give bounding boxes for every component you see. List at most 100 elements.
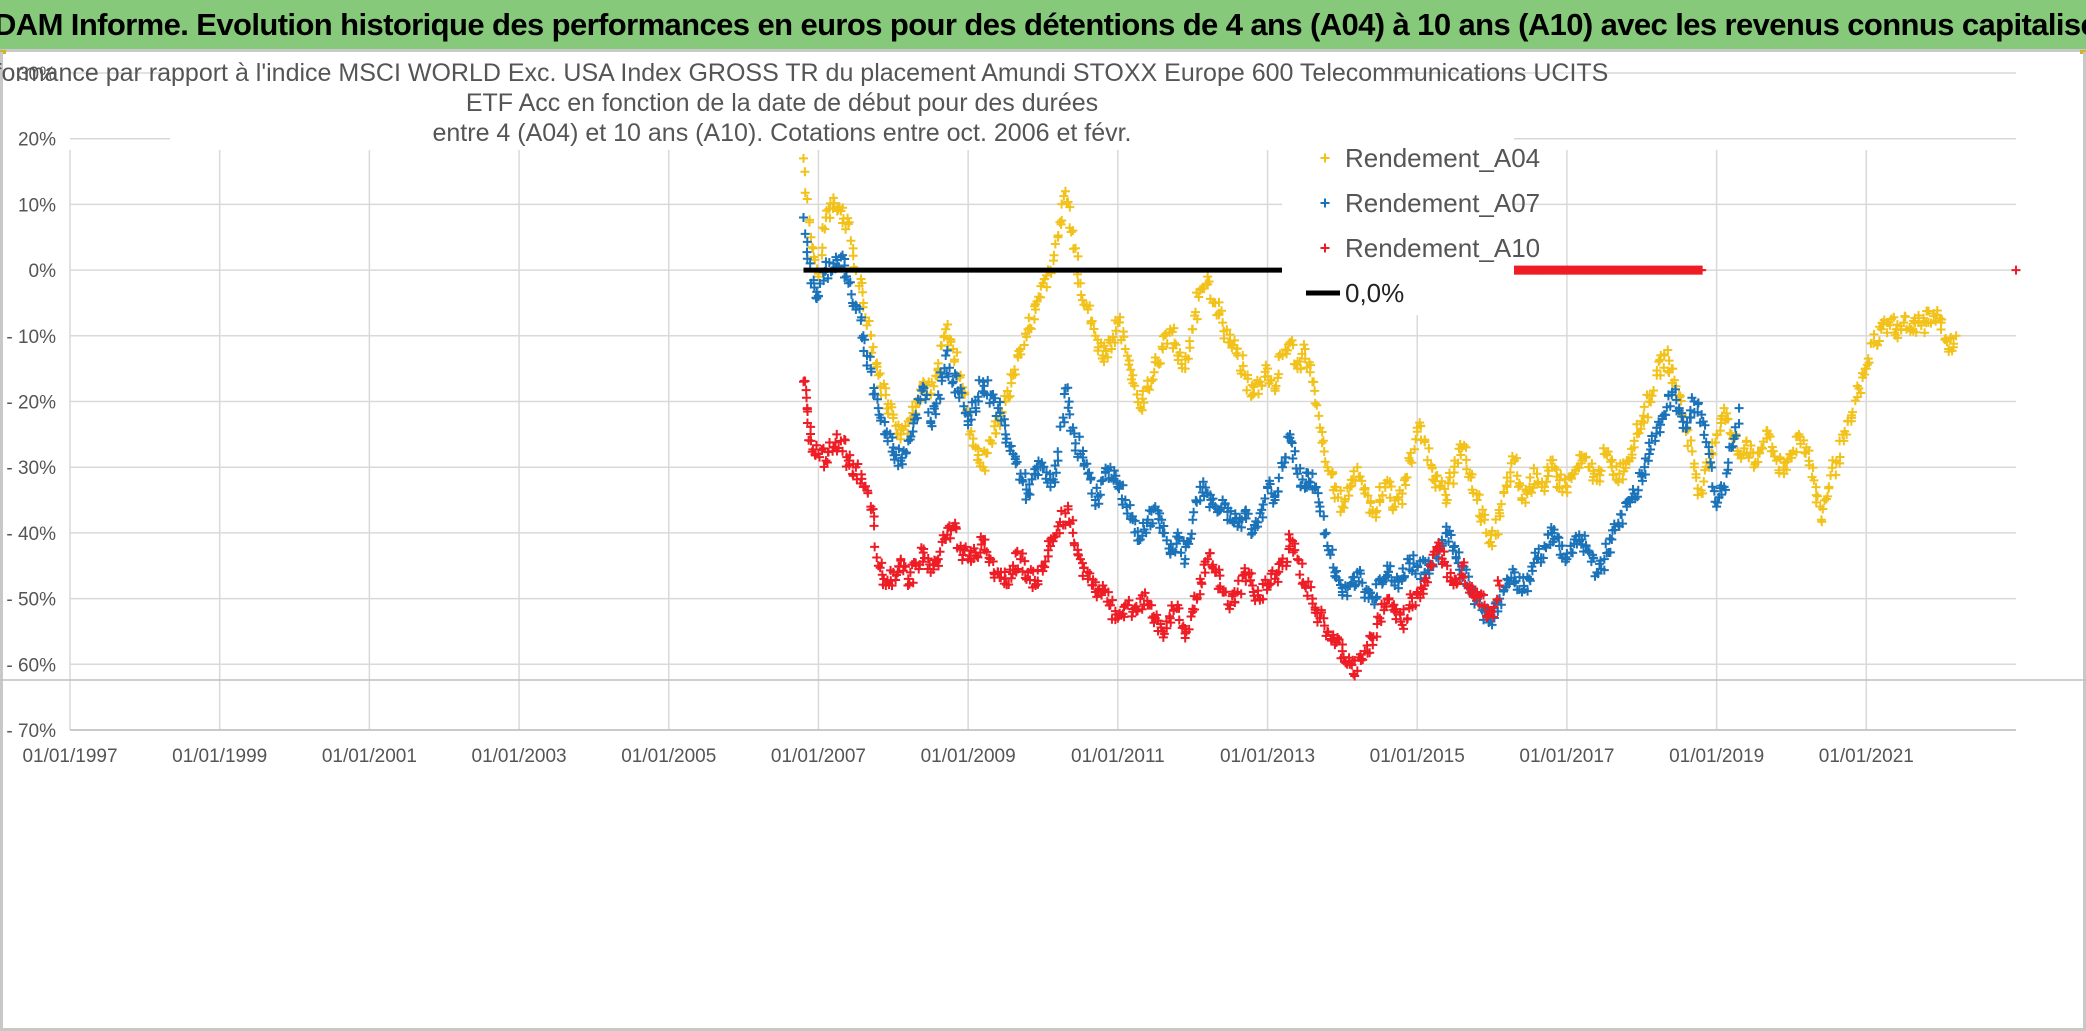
- data-point: [843, 278, 853, 288]
- plus-glyph: [880, 417, 890, 427]
- data-point-fill: [943, 371, 953, 381]
- plus-glyph: [1019, 340, 1029, 350]
- plus-glyph: [1336, 486, 1346, 496]
- plus-glyph: [1646, 445, 1656, 455]
- plus-glyph: [1084, 468, 1094, 478]
- plus-glyph: [1295, 570, 1305, 580]
- plus-glyph: [894, 444, 904, 454]
- plus-glyph: [959, 401, 969, 411]
- data-point-fill: [987, 438, 997, 448]
- plus-glyph: [1499, 488, 1509, 498]
- plus-glyph: [1864, 358, 1874, 368]
- plus-glyph: [1012, 546, 1022, 556]
- data-point-fill: [1086, 473, 1096, 483]
- plus-glyph: [883, 436, 893, 446]
- data-point-fill: [1063, 383, 1073, 393]
- data-point-fill: [1150, 353, 1160, 363]
- data-point: [1075, 278, 1085, 288]
- data-point-fill: [1422, 455, 1432, 465]
- plus-glyph: [1347, 481, 1357, 491]
- plus-glyph: [1175, 348, 1185, 358]
- plus-glyph: [943, 371, 953, 381]
- data-point: [1218, 318, 1228, 328]
- plus-glyph: [1450, 541, 1460, 551]
- plus-glyph: [806, 232, 816, 242]
- plus-glyph: [1098, 475, 1108, 485]
- data-point-fill: [845, 277, 855, 287]
- plus-glyph: [1157, 515, 1167, 525]
- plus-glyph: [1075, 278, 1085, 288]
- plus-glyph: [1813, 491, 1822, 501]
- plus-glyph: [1194, 292, 1204, 302]
- plus-glyph: [1053, 447, 1063, 457]
- data-point: [1248, 390, 1258, 400]
- plus-glyph: [1900, 311, 1910, 321]
- plus-glyph: [1804, 446, 1814, 456]
- x-tick-label: 01/01/2011: [1071, 746, 1165, 767]
- data-point-fill: [1835, 452, 1845, 462]
- plus-glyph: [1437, 476, 1447, 486]
- plus-glyph: [844, 217, 854, 227]
- data-point-fill: [891, 450, 901, 460]
- plus-glyph: [1629, 442, 1639, 452]
- plus-glyph: [1556, 470, 1566, 480]
- data-point-fill: [1924, 306, 1934, 316]
- data-point-fill: [1765, 432, 1775, 442]
- plus-glyph: [1739, 443, 1749, 453]
- x-tick-label: 01/01/2005: [621, 746, 716, 767]
- data-point-fill: [980, 466, 990, 476]
- plus-glyph: [846, 236, 856, 246]
- plus-glyph: [1368, 640, 1378, 650]
- plus-glyph: [1453, 458, 1463, 468]
- data-point-fill: [943, 319, 953, 329]
- plus-glyph: [864, 316, 874, 326]
- x-tick-label: 01/01/2009: [921, 746, 1016, 767]
- plus-glyph: [1185, 336, 1195, 346]
- plus-glyph: [1924, 306, 1934, 316]
- data-point-fill: [877, 570, 887, 580]
- plus-glyph: [935, 547, 945, 557]
- plus-glyph: [973, 444, 983, 454]
- plus-glyph: [800, 376, 810, 386]
- plus-glyph: [1791, 447, 1801, 457]
- plus-glyph: [1407, 458, 1417, 468]
- data-point-fill: [1385, 477, 1395, 487]
- data-point-fill: [1051, 468, 1061, 478]
- data-point-fill: [1059, 191, 1069, 201]
- data-point-fill: [1882, 328, 1892, 338]
- plus-glyph: [1742, 436, 1752, 446]
- data-point-fill: [1317, 438, 1327, 448]
- data-point-fill: [1078, 453, 1088, 463]
- plus-glyph: [843, 278, 853, 288]
- data-point-fill: [1155, 523, 1165, 533]
- plus-glyph: [1243, 374, 1253, 384]
- data-point-fill: [872, 362, 882, 372]
- data-point-fill: [1548, 455, 1558, 465]
- plus-glyph: [1687, 446, 1697, 456]
- plus-glyph: [886, 399, 896, 409]
- plus-glyph: [1059, 191, 1069, 201]
- data-point-fill: [842, 271, 851, 281]
- plus-glyph: [1478, 505, 1488, 515]
- plus-glyph: [1087, 316, 1097, 326]
- data-point-fill: [802, 237, 812, 247]
- data-point-fill: [1595, 470, 1605, 480]
- data-point-fill: [1889, 312, 1899, 322]
- data-point: [1143, 515, 1153, 525]
- data-point-fill: [1596, 466, 1606, 476]
- data-point-fill: [1691, 473, 1701, 483]
- plus-glyph: [1554, 475, 1564, 485]
- data-point-fill: [1049, 250, 1059, 260]
- data-point-fill: [872, 394, 882, 404]
- data-point: [1607, 534, 1617, 544]
- data-point-fill: [1065, 409, 1075, 419]
- data-point: [941, 351, 951, 361]
- data-point-fill: [1266, 375, 1276, 385]
- plus-glyph: [1525, 472, 1535, 482]
- data-point-fill: [1707, 482, 1717, 492]
- plus-glyph: [939, 331, 949, 341]
- data-point-fill: [935, 547, 945, 557]
- data-point: [1278, 462, 1288, 472]
- data-point-fill: [1791, 447, 1801, 457]
- plus-glyph: [1512, 453, 1522, 463]
